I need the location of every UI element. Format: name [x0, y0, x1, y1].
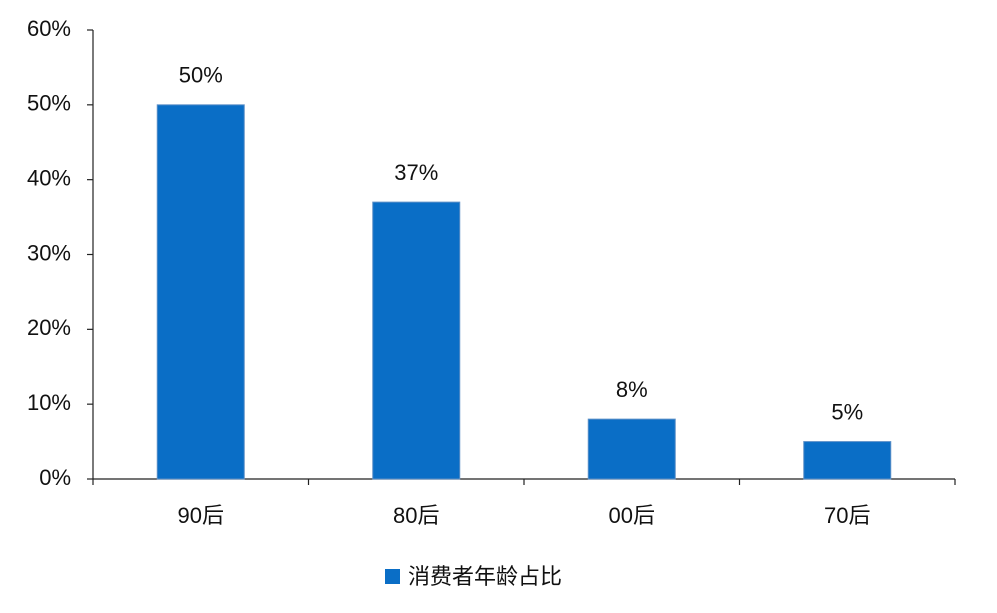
y-tick-label: 10% — [27, 390, 71, 415]
y-tick-label: 30% — [27, 240, 71, 265]
x-tick-label: 00后 — [609, 503, 655, 528]
y-tick-label: 0% — [39, 465, 71, 490]
data-label: 50% — [179, 63, 223, 88]
bar — [156, 104, 245, 480]
y-tick-label: 40% — [27, 165, 71, 190]
x-tick-label: 70后 — [824, 503, 870, 528]
data-label: 5% — [831, 399, 863, 424]
x-tick-label: 90后 — [178, 503, 224, 528]
bar — [803, 441, 892, 480]
y-tick-label: 60% — [27, 16, 71, 41]
y-tick-label: 50% — [27, 91, 71, 116]
y-tick-label: 20% — [27, 315, 71, 340]
legend-label: 消费者年龄占比 — [408, 564, 562, 589]
bar — [587, 418, 676, 480]
x-tick-label: 80后 — [393, 503, 439, 528]
data-label: 8% — [616, 377, 648, 402]
legend-swatch — [385, 569, 400, 584]
bar — [372, 201, 461, 480]
data-label: 37% — [394, 160, 438, 185]
